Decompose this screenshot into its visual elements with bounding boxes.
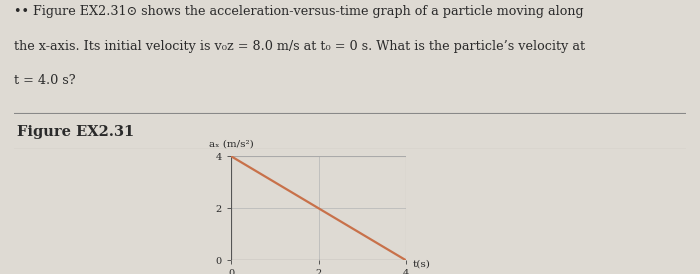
Text: •• Figure EX2.31⊙ shows the acceleration-versus-time graph of a particle moving : •• Figure EX2.31⊙ shows the acceleration…: [14, 5, 584, 18]
Text: t = 4.0 s?: t = 4.0 s?: [14, 74, 76, 87]
Text: t(s): t(s): [412, 260, 430, 269]
Text: the x-axis. Its initial velocity is v₀z = 8.0 m/s at t₀ = 0 s. What is the parti: the x-axis. Its initial velocity is v₀z …: [14, 40, 585, 53]
Text: aₓ (m/s²): aₓ (m/s²): [209, 139, 254, 149]
Text: Figure EX2.31: Figure EX2.31: [17, 124, 134, 139]
